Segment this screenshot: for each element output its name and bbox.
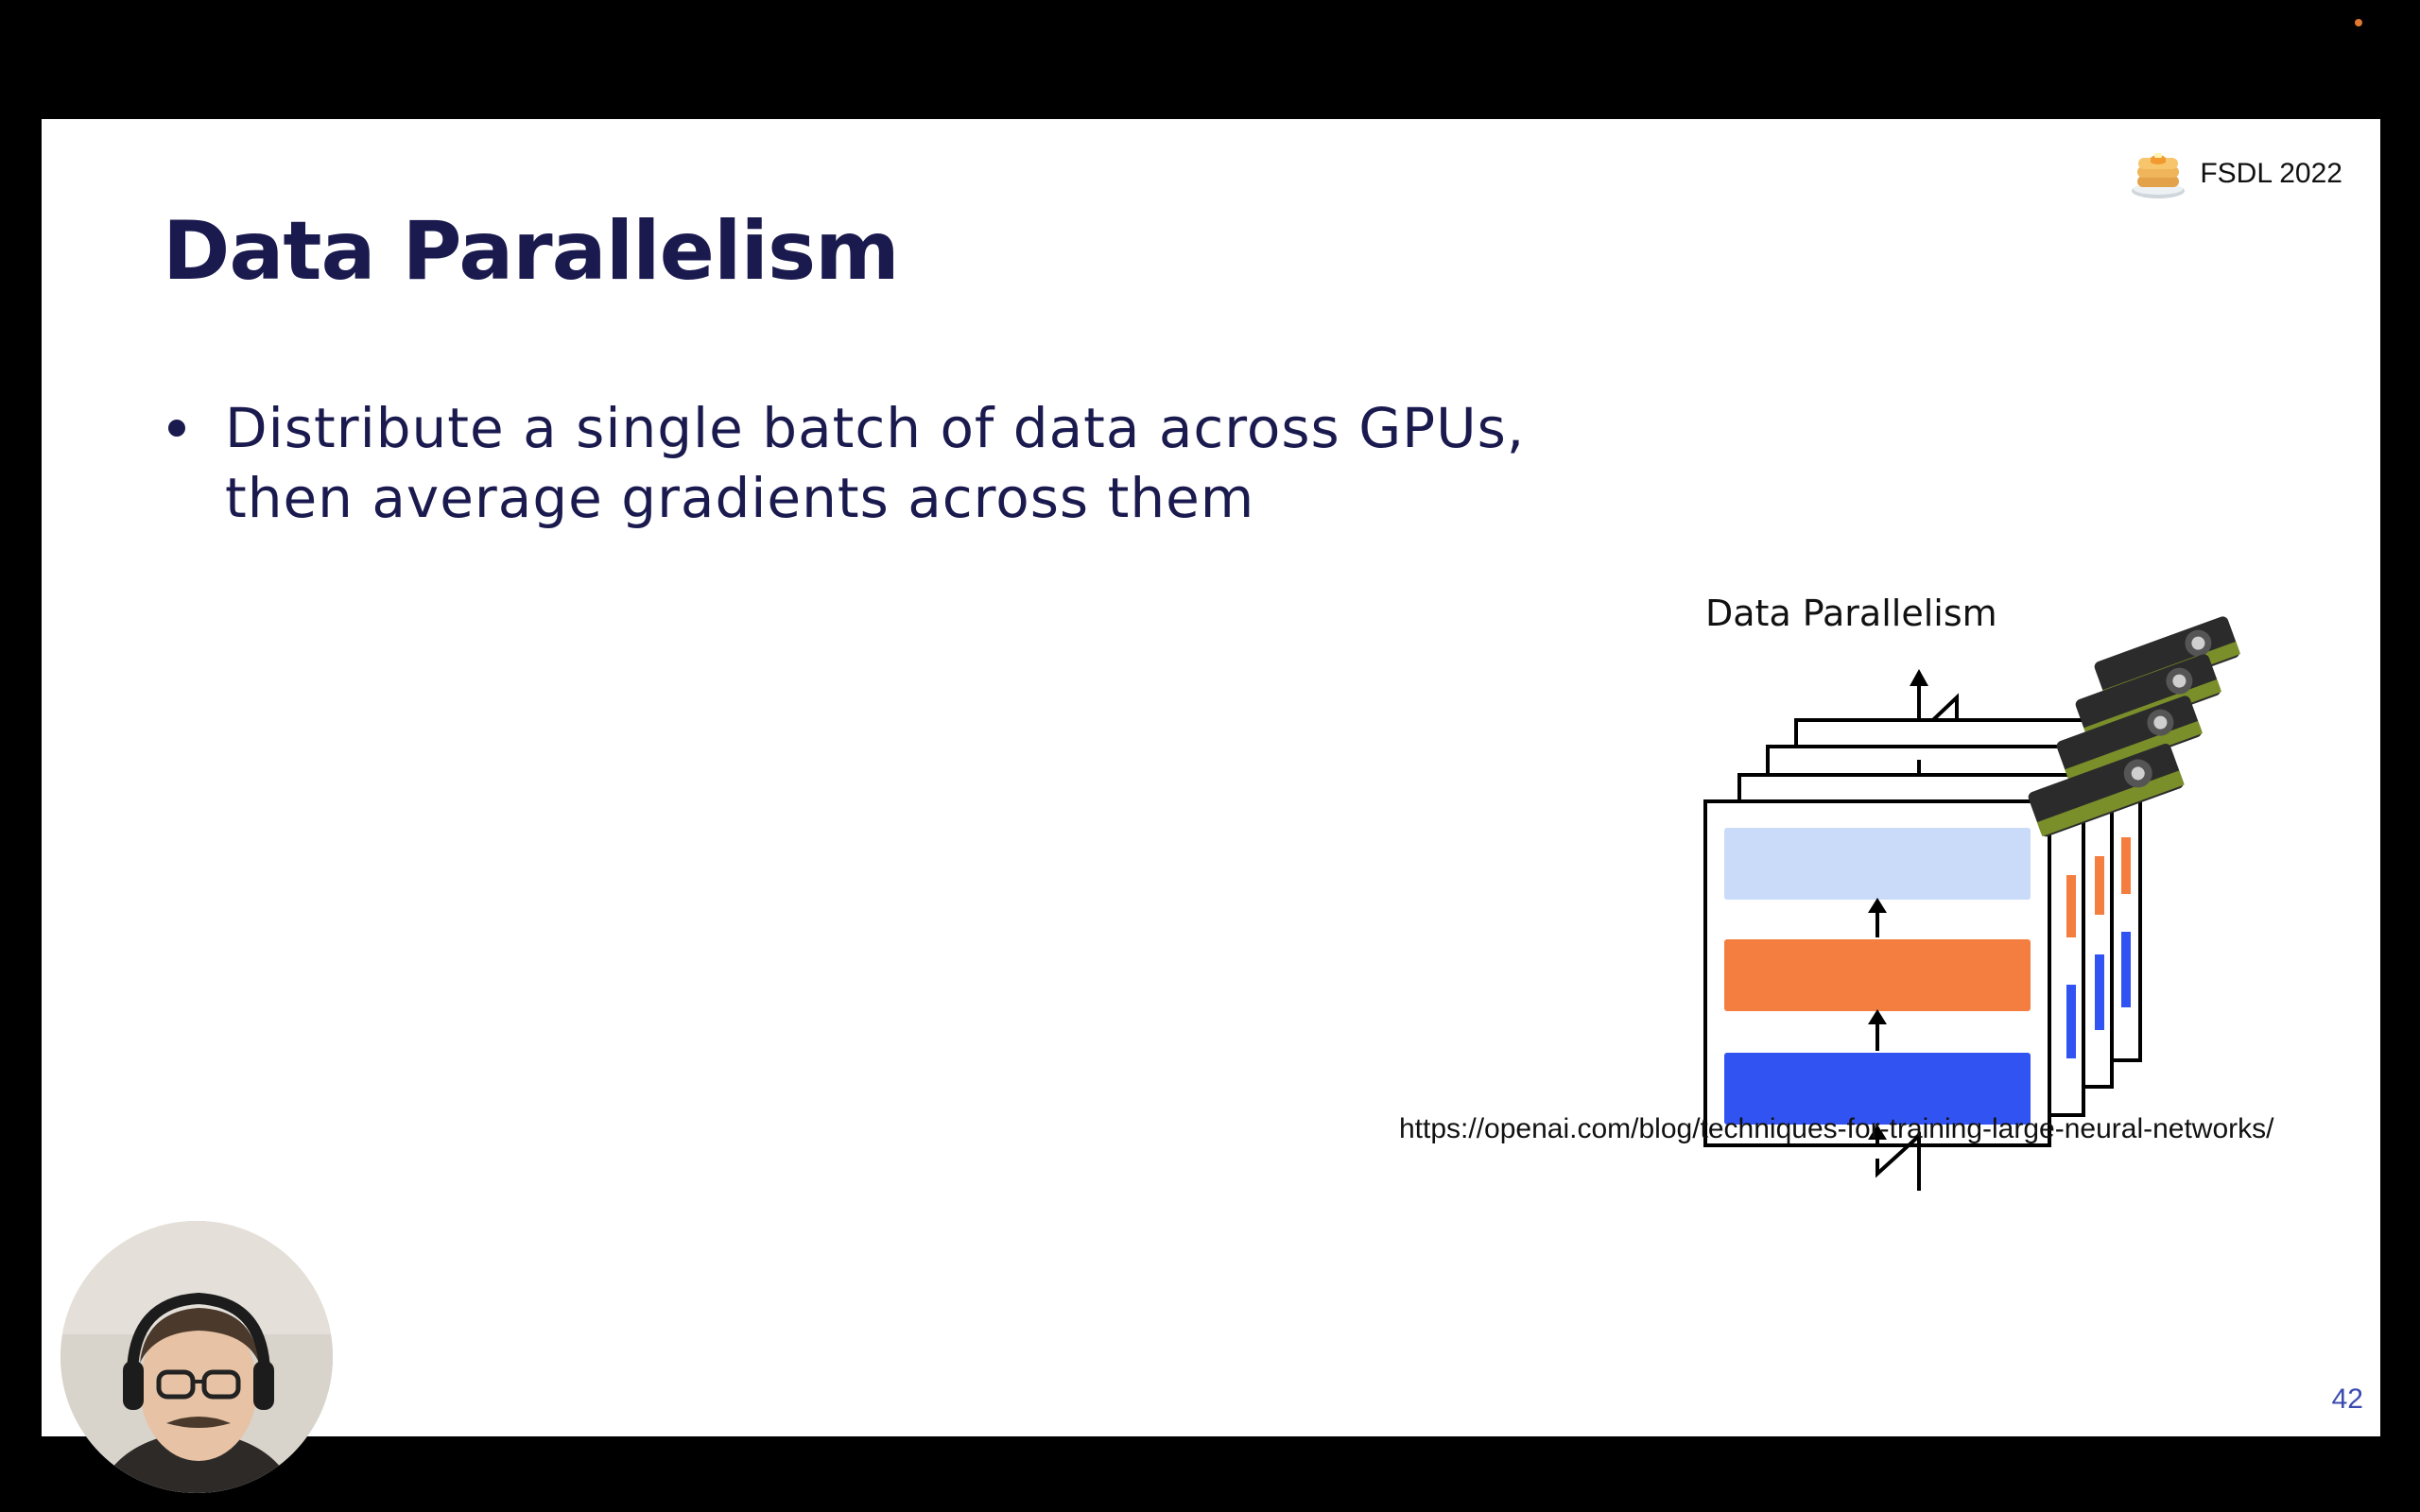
diagram-layer-middle <box>1724 939 2031 1011</box>
slide: FSDL 2022 Data Parallelism Distribute a … <box>42 119 2380 1436</box>
data-parallelism-diagram: Data Parallelism <box>1630 459 2310 1215</box>
input-arrow-icon <box>1868 1125 1887 1140</box>
page-number: 42 <box>2331 1383 2363 1415</box>
pancake-stack-icon <box>2132 153 2186 198</box>
bullet-dot-icon <box>168 420 185 437</box>
gpu-card-icon <box>2056 696 2204 782</box>
replica-frame-1 <box>1703 799 2051 1147</box>
brand-badge: FSDL 2022 <box>2130 147 2342 200</box>
forward-arrow-icon <box>1868 1009 1887 1024</box>
source-link[interactable]: https://openai.com/blog/techniques-for-t… <box>1399 1113 2274 1144</box>
gpu-card-icon <box>2028 743 2185 837</box>
recording-indicator-icon <box>2355 19 2362 26</box>
diagram-layer-bottom <box>1724 1053 2031 1125</box>
diagram-caption: Data Parallelism <box>1705 593 1997 634</box>
forward-arrow-icon <box>1868 898 1887 913</box>
slide-title: Data Parallelism <box>163 204 900 299</box>
diagram-svg: Data Parallelism <box>1703 593 2241 1191</box>
input-line <box>1876 1131 1921 1191</box>
presenter-webcam-icon <box>60 1221 333 1493</box>
output-arrowhead-icon <box>1910 669 1928 686</box>
bullet-list: Distribute a single batch of data across… <box>163 393 1581 533</box>
brand-label: FSDL 2022 <box>2200 158 2342 189</box>
diagram-layer-top <box>1724 828 2031 900</box>
bullet-text: Distribute a single batch of data across… <box>225 396 1526 530</box>
bullet-item: Distribute a single batch of data across… <box>163 393 1581 533</box>
